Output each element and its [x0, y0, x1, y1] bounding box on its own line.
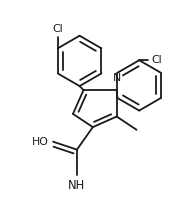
- Text: HO: HO: [32, 137, 49, 147]
- Text: NH: NH: [68, 180, 85, 192]
- Text: Cl: Cl: [151, 55, 162, 65]
- Text: Cl: Cl: [53, 25, 63, 34]
- Text: N: N: [113, 73, 121, 83]
